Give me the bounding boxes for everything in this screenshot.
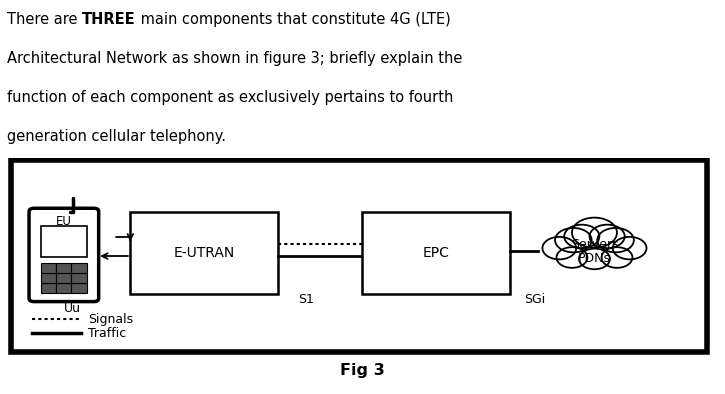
- Bar: [41, 283, 57, 293]
- Text: THREE: THREE: [83, 12, 136, 27]
- Circle shape: [557, 247, 587, 268]
- Bar: [41, 226, 87, 256]
- Text: S1: S1: [298, 293, 314, 306]
- Text: There are: There are: [7, 12, 83, 27]
- Circle shape: [572, 217, 617, 248]
- Text: function of each component as exclusively pertains to fourth: function of each component as exclusivel…: [7, 90, 454, 105]
- Text: EU: EU: [56, 216, 72, 229]
- Text: generation cellular telephony.: generation cellular telephony.: [7, 129, 226, 144]
- Bar: [362, 212, 510, 294]
- Text: E-UTRAN: E-UTRAN: [173, 245, 235, 260]
- Circle shape: [564, 225, 600, 248]
- Bar: [72, 263, 87, 273]
- Circle shape: [555, 228, 592, 252]
- Bar: [57, 283, 72, 293]
- Bar: [57, 263, 72, 273]
- Circle shape: [597, 228, 634, 252]
- Circle shape: [613, 237, 647, 259]
- Text: SGi: SGi: [524, 293, 545, 306]
- Text: Signals: Signals: [88, 313, 133, 326]
- Text: Architectural Network as shown in figure 3; briefly explain the: Architectural Network as shown in figure…: [7, 51, 463, 66]
- Circle shape: [542, 237, 576, 259]
- Circle shape: [579, 249, 610, 269]
- FancyBboxPatch shape: [29, 208, 99, 301]
- Text: main components that constitute 4G (LTE): main components that constitute 4G (LTE): [136, 12, 451, 27]
- Text: Traffic: Traffic: [88, 327, 126, 340]
- Circle shape: [602, 247, 632, 268]
- Bar: [72, 283, 87, 293]
- Text: Uu: Uu: [64, 302, 80, 315]
- Bar: [130, 212, 278, 294]
- Bar: [72, 273, 87, 283]
- Bar: [41, 273, 57, 283]
- Text: EPC: EPC: [423, 245, 450, 260]
- Bar: [41, 263, 57, 273]
- Text: PDNs: PDNs: [578, 253, 611, 266]
- Bar: [57, 273, 72, 283]
- Circle shape: [589, 225, 625, 248]
- Text: Fig 3: Fig 3: [340, 363, 385, 378]
- Text: Servers: Servers: [571, 238, 618, 251]
